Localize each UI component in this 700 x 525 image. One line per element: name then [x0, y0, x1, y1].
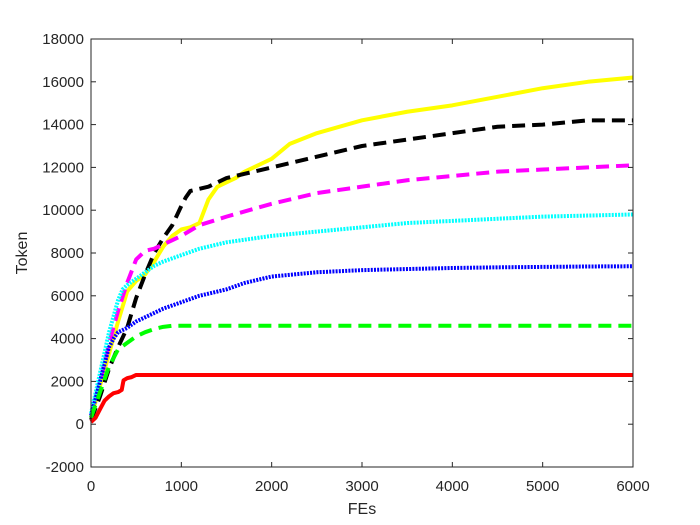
- x-tick-label: 6000: [616, 478, 649, 495]
- y-axis-label: Token: [14, 232, 31, 275]
- series-line-6: [89, 323, 633, 419]
- y-tick-label: -2000: [46, 459, 84, 476]
- x-tick-label: 5000: [526, 478, 559, 495]
- y-tick-label: 10000: [42, 202, 84, 219]
- series-line-2: [89, 118, 633, 421]
- y-tick-label: 2000: [51, 373, 84, 390]
- y-tick-label: 14000: [42, 117, 84, 134]
- y-tick-label: 16000: [42, 74, 84, 91]
- y-tick-label: 8000: [51, 245, 84, 262]
- x-tick-label: 0: [87, 478, 95, 495]
- series-line-7: [89, 372, 633, 424]
- x-tick-label: 1000: [165, 478, 198, 495]
- y-axis: -2000 0 2000 4000 6000 8000 10000 12000 14000 160…: [42, 31, 633, 476]
- x-tick-label: 4000: [436, 478, 469, 495]
- series-line-3: [89, 163, 634, 419]
- x-axis: 0 1000 2000 3000 4000 5000 6000: [87, 39, 650, 495]
- series-layer: [89, 75, 634, 424]
- y-tick-label: 4000: [51, 331, 84, 348]
- y-tick-label: 18000: [42, 31, 84, 48]
- series-line-4: [89, 212, 634, 414]
- plot-area: [91, 39, 633, 467]
- x-tick-label: 3000: [345, 478, 378, 495]
- series-line-1: [89, 75, 634, 419]
- y-tick-label: 0: [76, 416, 84, 433]
- series-line-5: [89, 264, 634, 417]
- y-tick-label: 12000: [42, 159, 84, 176]
- x-tick-label: 2000: [255, 478, 288, 495]
- x-axis-label: FEs: [348, 501, 376, 518]
- y-tick-label: 6000: [51, 288, 84, 305]
